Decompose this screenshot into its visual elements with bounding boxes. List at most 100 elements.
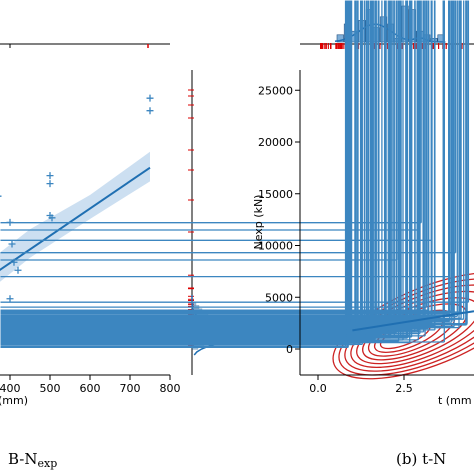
data-point xyxy=(146,107,154,115)
data-point xyxy=(0,0,347,342)
caption-right: (b) t-N xyxy=(396,450,446,468)
regression-line xyxy=(0,166,151,272)
data-point xyxy=(0,0,386,337)
data-point xyxy=(0,0,366,343)
data-point xyxy=(0,0,397,334)
data-point xyxy=(0,0,394,330)
data-point xyxy=(0,0,452,312)
data-point xyxy=(0,195,2,197)
data-point xyxy=(0,0,372,341)
data-point xyxy=(0,0,404,341)
data-point xyxy=(0,0,349,341)
data-point xyxy=(0,0,387,328)
data-point xyxy=(0,0,383,335)
x-axis-label-left: (mm) xyxy=(0,394,28,407)
data-point xyxy=(0,0,462,319)
data-point xyxy=(0,0,357,338)
x-tick-label: 500 xyxy=(40,382,61,395)
data-point xyxy=(0,0,400,342)
y-axis-label-right: Nexp (kN) xyxy=(252,195,265,250)
data-point xyxy=(0,0,373,332)
data-point xyxy=(0,0,392,328)
data-points-right xyxy=(0,0,470,349)
data-point xyxy=(0,0,349,341)
data-point xyxy=(0,0,349,339)
caption-left: B-Nexp xyxy=(8,450,57,470)
data-point xyxy=(0,0,374,333)
data-point xyxy=(0,0,430,330)
data-point xyxy=(0,0,450,278)
data-point xyxy=(0,0,356,346)
data-point xyxy=(0,0,436,328)
x-ticks-right: 0.02.55.07.5 xyxy=(309,375,413,395)
data-point xyxy=(0,0,353,338)
histogram-bar xyxy=(401,5,409,43)
data-point xyxy=(0,0,349,340)
data-points-left xyxy=(0,94,154,303)
data-point xyxy=(0,0,349,341)
data-point xyxy=(0,0,350,344)
data-point xyxy=(0,0,347,334)
data-point xyxy=(0,0,350,339)
data-point xyxy=(0,0,422,224)
data-point xyxy=(46,172,54,180)
data-point xyxy=(0,0,347,341)
x-tick-label: 700 xyxy=(120,382,141,395)
data-point xyxy=(0,0,402,339)
y-tick-label: 10000 xyxy=(258,240,293,253)
data-point xyxy=(6,295,14,303)
data-point xyxy=(0,0,428,308)
data-point xyxy=(146,94,154,102)
data-point xyxy=(0,0,352,339)
data-point xyxy=(0,0,349,344)
data-point xyxy=(0,0,433,241)
data-point xyxy=(0,0,362,344)
kde-contour xyxy=(332,271,474,380)
regression-line-left xyxy=(0,166,151,272)
x-tick-label: 2.5 xyxy=(395,382,413,395)
data-point xyxy=(0,0,419,231)
data-point xyxy=(0,0,349,347)
data-point xyxy=(0,0,457,254)
kde-contour xyxy=(356,297,474,365)
y-tick-label: 15000 xyxy=(258,188,293,201)
data-point xyxy=(46,180,54,188)
data-point xyxy=(0,0,351,337)
data-point xyxy=(48,214,56,222)
data-point xyxy=(0,0,351,342)
x-tick-label: 600 xyxy=(80,382,101,395)
data-point xyxy=(0,0,347,340)
data-point xyxy=(0,0,368,338)
data-point xyxy=(8,240,16,248)
data-point xyxy=(0,0,347,348)
data-point xyxy=(0,0,368,342)
data-point xyxy=(0,0,348,336)
histogram-bar xyxy=(336,34,344,43)
data-point xyxy=(0,0,402,333)
data-point xyxy=(0,0,359,335)
y-tick-label: 5000 xyxy=(265,291,293,304)
data-point xyxy=(0,0,379,338)
data-point xyxy=(0,0,357,334)
data-point xyxy=(0,0,461,313)
data-point xyxy=(0,0,421,326)
data-point xyxy=(0,0,349,343)
y-tick-label: 20000 xyxy=(258,136,293,149)
data-point xyxy=(0,0,362,341)
data-point xyxy=(0,0,391,336)
data-point xyxy=(0,0,416,333)
y-tick-label: 25000 xyxy=(258,84,293,97)
regression-line-right xyxy=(352,310,474,332)
data-point xyxy=(0,0,363,335)
data-point xyxy=(0,0,416,320)
data-point xyxy=(0,0,363,345)
data-point xyxy=(0,0,374,332)
data-point xyxy=(0,0,348,336)
data-point xyxy=(0,0,351,343)
data-point xyxy=(0,0,387,333)
x-axis-label-right: t (mm xyxy=(438,394,472,407)
data-point xyxy=(0,0,380,339)
data-point xyxy=(0,0,398,261)
